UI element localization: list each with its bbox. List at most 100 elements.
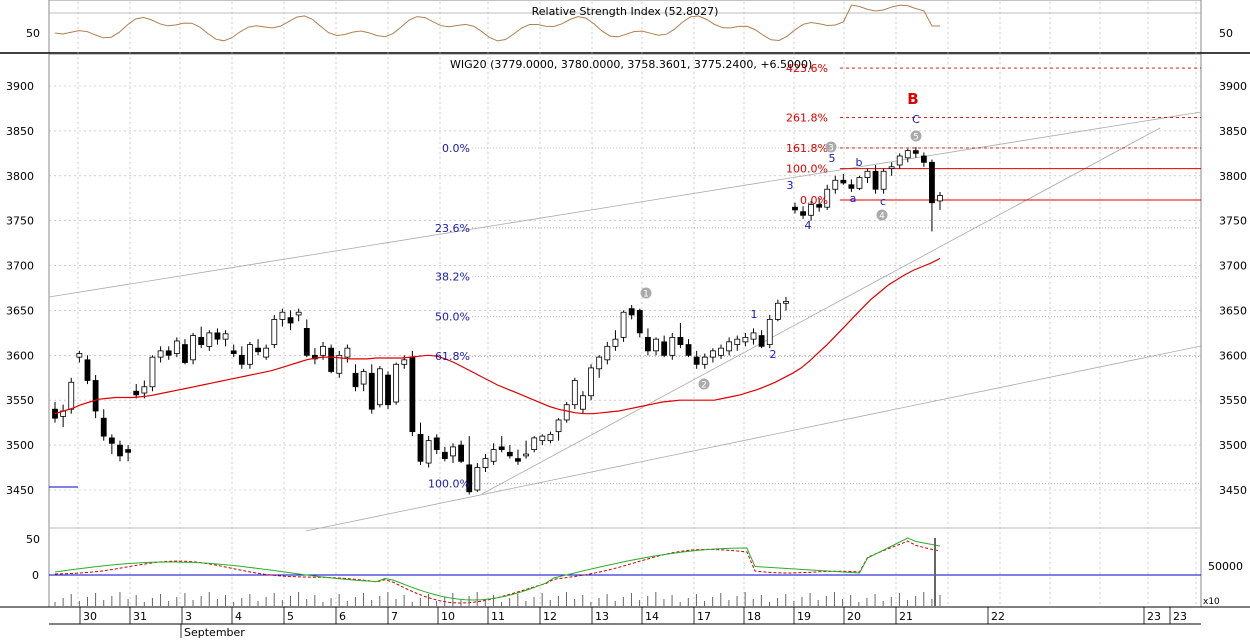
candle-body [401, 359, 408, 365]
rsi-tick-right: 50 [1219, 27, 1233, 40]
candle-body [287, 317, 294, 324]
trendlines [48, 111, 1202, 532]
wave-grey-circle [876, 209, 888, 221]
candle-body [774, 302, 781, 320]
candle-body [912, 150, 919, 154]
day-label: 17 [697, 610, 711, 623]
grid-lines [49, 2, 1201, 606]
candle-body [141, 386, 148, 394]
candle-body [230, 350, 237, 354]
candle-body [425, 440, 432, 464]
candle-body [571, 380, 578, 406]
candle-body [222, 333, 229, 340]
wave-grey-circle [698, 378, 710, 390]
fib-left-label: 50.0% [435, 311, 470, 324]
fib-right-label: 261.8% [786, 111, 828, 124]
candle-body [376, 368, 383, 406]
candle-body [441, 451, 448, 459]
wave-labels: 1 2 3 4 5 1 2 3 4 5 a b c CB [640, 90, 922, 391]
candle-body [149, 356, 156, 388]
oscillator-panel: 50 0 [26, 533, 1201, 604]
price-tick-right: 3450 [1219, 484, 1247, 497]
day-label: 23 [1173, 610, 1187, 623]
day-label: 6 [339, 610, 346, 623]
price-tick-right: 3600 [1219, 349, 1247, 362]
candle-body [498, 446, 505, 451]
wave-blue-label: 4 [805, 219, 812, 232]
candle-body [393, 363, 400, 403]
candle-body [783, 301, 789, 304]
price-tick-right: 3500 [1219, 439, 1247, 452]
candle-body [880, 170, 887, 190]
wave-blue-label: C [912, 113, 920, 126]
day-label: 14 [645, 610, 659, 623]
fib-right-label: 100.0% [786, 163, 828, 176]
candle-body [604, 345, 611, 361]
wave-grey-label: 4 [879, 212, 885, 222]
candle-body [896, 155, 903, 166]
candle-body [920, 155, 927, 163]
day-label: 21 [899, 610, 913, 623]
candle-body [490, 449, 497, 462]
candle-body [588, 367, 594, 397]
fib-left-label: 0.0% [442, 142, 470, 155]
price-tick-left: 3750 [6, 215, 34, 228]
candle-body [312, 354, 318, 360]
candle-body [303, 327, 310, 356]
candle-body [84, 359, 91, 381]
candle-body [864, 170, 871, 178]
wave-blue-label: b [856, 156, 863, 169]
candle-body [710, 350, 716, 358]
price-tick-right: 3750 [1219, 215, 1247, 228]
candle-body [352, 372, 359, 388]
price-tick-right: 3700 [1219, 260, 1247, 273]
candle-body [360, 371, 367, 385]
osc-signal-line [54, 540, 941, 604]
candle-body [685, 344, 692, 356]
fib-left-label: 61.8% [435, 350, 470, 363]
price-tick-left: 3650 [6, 304, 34, 317]
price-tick-left: 3700 [6, 260, 34, 273]
candle-body [385, 374, 391, 406]
volume-bars: 50000 [54, 538, 1243, 606]
price-tick-right: 3550 [1219, 394, 1247, 407]
candle-body [555, 419, 562, 433]
candle-body [734, 338, 741, 345]
candle-body [808, 204, 815, 216]
fib-left-label: 100.0% [428, 478, 470, 491]
candle-body [531, 437, 538, 451]
time-axis: 30 31 3 4 5 6 7 10 11 12 13 14 17 18 19 20 21 22 23 23 [79, 607, 1187, 638]
day-label: 19 [797, 610, 811, 623]
candle-body [92, 380, 99, 412]
day-label: 22 [991, 610, 1005, 623]
wave-grey-circle [825, 141, 837, 153]
candle-body [856, 177, 863, 189]
price-tick-left: 3900 [6, 80, 34, 93]
candle-body [190, 335, 196, 361]
candle-body [344, 347, 351, 358]
trendline [48, 111, 1202, 298]
candle-body [937, 195, 943, 202]
candle-body [832, 179, 839, 190]
ma-line [54, 257, 941, 415]
candle-body [872, 170, 879, 190]
candle-body [198, 336, 205, 345]
candle-body [214, 332, 221, 340]
candle-body [547, 433, 554, 442]
day-label: 10 [441, 610, 455, 623]
candle-body [661, 341, 668, 356]
candle-body [238, 354, 245, 365]
day-label: 31 [133, 610, 147, 623]
day-label: 12 [543, 610, 557, 623]
candle-body [645, 336, 651, 352]
rsi-panel: 50 50 [26, 4, 1233, 42]
candle-body [580, 395, 586, 410]
day-label: 5 [287, 610, 294, 623]
price-labels: 3900 3900 3850 3850 3800 3800 3750 3750 3700 3700… [6, 62, 1247, 497]
candle-body [888, 166, 895, 169]
candle-body [182, 344, 188, 363]
candle-body [563, 404, 570, 421]
candle-body [848, 184, 855, 189]
fib-right-label: 161.8% [786, 142, 828, 155]
